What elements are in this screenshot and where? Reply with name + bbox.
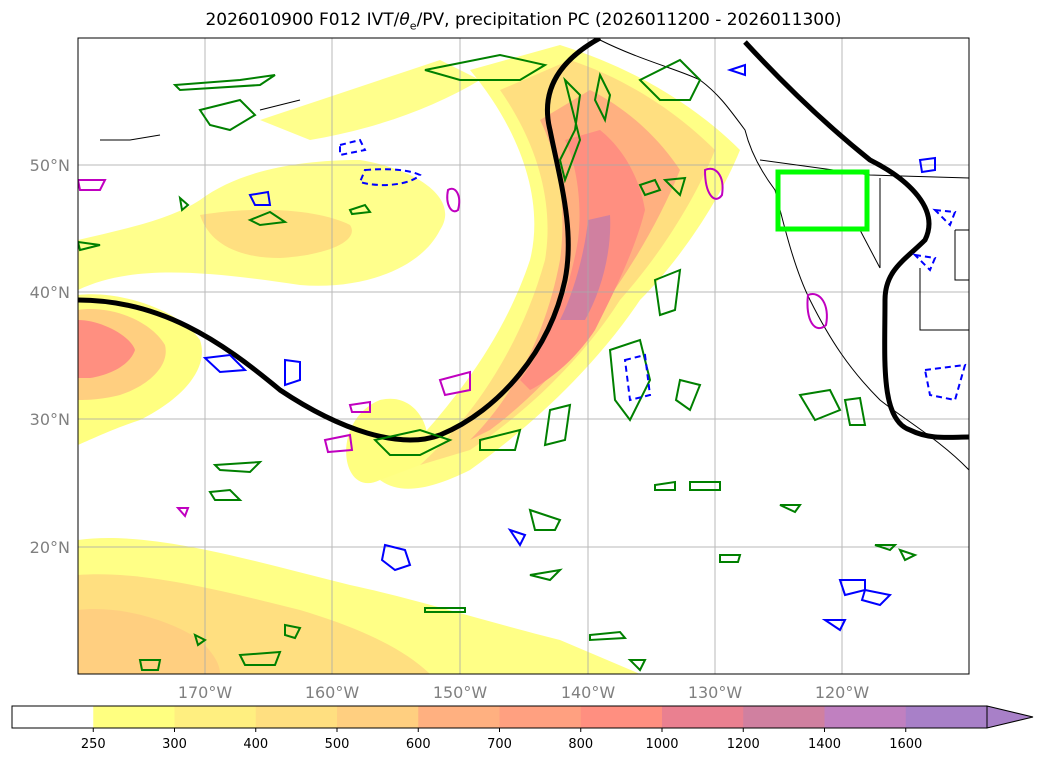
colorbar-tick-label: 700 [487,737,512,752]
colorbar-segment [418,706,500,728]
lon-label: 170°W [178,683,233,702]
colorbar-segment [824,706,907,728]
colorbar-tick-label: 1000 [645,737,678,752]
lat-label: 40°N [30,283,70,302]
lon-label: 120°W [815,683,870,702]
colorbar-tick-label: 500 [325,737,350,752]
graticule [78,38,969,674]
colorbar-segment [174,706,257,728]
colorbar: 250 300 400 500 600 700 800 1000 1200 1400 1600 [11,705,1034,752]
precip-magenta-contours [78,167,828,518]
colorbar-tick-label: 1400 [808,737,841,752]
lon-label: 150°W [433,683,488,702]
lat-label: 20°N [30,538,70,557]
colorbar-segment [337,706,419,728]
colorbar-segment [499,706,582,728]
longitude-labels: 170°W 160°W 150°W 140°W 130°W 120°W [178,683,870,702]
map-frame [77,37,970,675]
colorbar-tick-label: 1600 [889,737,922,752]
colorbar-tick-label: 250 [81,737,106,752]
colorbar-tick-label: 600 [406,737,431,752]
colorbar-segment [12,706,94,728]
lon-label: 160°W [305,683,360,702]
colorbar-segment [93,706,175,728]
pv-contours [78,53,918,672]
lon-label: 140°W [561,683,616,702]
latitude-labels: 50°N 40°N 30°N 20°N [30,156,70,557]
colorbar-tick-label: 400 [243,737,268,752]
lon-label: 130°W [688,683,743,702]
colorbar-tick-label: 1200 [727,737,760,752]
colorbar-segment [743,706,825,728]
lat-label: 50°N [30,156,70,175]
colorbar-segment [905,706,988,728]
colorbar-segment [662,706,744,728]
colorbar-tick-label: 800 [568,737,593,752]
colorbar-extend-arrow [986,705,1034,729]
colorbar-tick-label: 300 [162,737,187,752]
lat-label: 30°N [30,410,70,429]
target-region-box [775,169,870,232]
theta-e-contour [78,38,969,443]
colorbar-segment [255,706,338,728]
precip-blue-contours [202,63,967,632]
colorbar-segment [580,706,663,728]
map-title: 2026010900 F012 IVT/θe/PV, precipitation… [205,10,842,33]
